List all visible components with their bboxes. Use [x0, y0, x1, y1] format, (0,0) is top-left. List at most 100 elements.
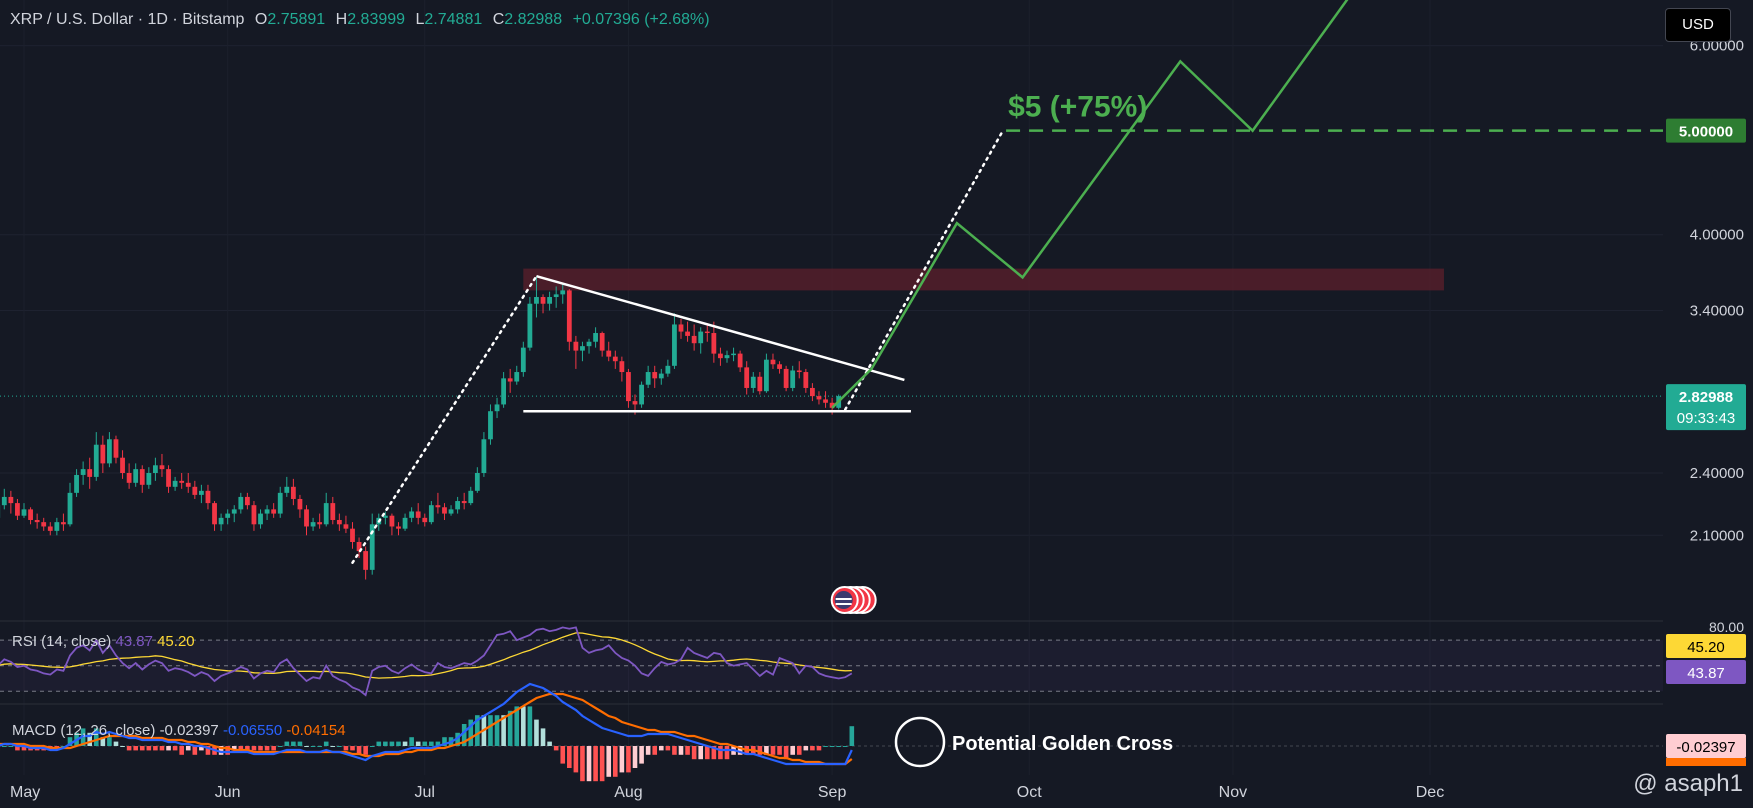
candle	[244, 492, 250, 510]
candles[interactable]	[0, 276, 842, 580]
candle	[218, 513, 224, 531]
candle	[159, 453, 165, 477]
candle-body	[593, 333, 598, 342]
candle	[185, 473, 191, 493]
candle-body	[363, 551, 369, 570]
macd-histogram-bar	[120, 746, 125, 747]
price-axis[interactable]: 2.100002.400003.400004.000006.000007.000…	[1663, 0, 1753, 808]
candle	[179, 473, 185, 489]
macd-histogram-bar	[724, 746, 730, 760]
macd-histogram-bar	[415, 741, 421, 746]
candle-body	[159, 465, 165, 470]
candle-body	[330, 503, 336, 520]
candle	[356, 537, 362, 559]
macd-histogram-bar	[21, 746, 27, 751]
candle	[87, 457, 93, 489]
projection-path	[831, 0, 1349, 409]
candle-body	[218, 517, 224, 525]
macd-histogram-bar	[632, 746, 638, 768]
candle-body	[139, 469, 145, 485]
candle	[488, 404, 493, 445]
candle-body	[238, 496, 244, 510]
countdown-label: 09:33:43	[1677, 410, 1735, 427]
macd-histogram-bar	[402, 741, 408, 746]
currency-button[interactable]: USD	[1665, 8, 1731, 42]
candle	[212, 501, 217, 531]
macd-histogram-bar	[284, 741, 290, 746]
low-key: L	[415, 11, 425, 28]
rsi-line	[0, 626, 853, 697]
macd-histogram-bar	[251, 746, 257, 751]
candle	[264, 505, 270, 520]
macd-legend[interactable]: MACD (12, 26, close) -0.02397 -0.06550 -…	[12, 722, 346, 739]
candle-body	[586, 341, 592, 347]
open-value: 2.75891	[267, 11, 326, 28]
candle	[665, 359, 671, 377]
macd-histogram-bar	[389, 741, 395, 746]
candle	[514, 365, 520, 385]
macd-histogram-bar	[133, 746, 138, 751]
candle-body	[724, 355, 730, 359]
macd-histogram-bar	[757, 746, 763, 755]
macd-histogram-bar	[153, 746, 158, 751]
candle	[389, 513, 395, 536]
macd-histogram-bar	[225, 746, 230, 755]
time-tick-label: Jul	[415, 784, 435, 801]
macd-histogram-bar	[113, 741, 119, 746]
candle	[731, 347, 736, 362]
macd-histogram-bar	[645, 746, 651, 755]
rsi-legend[interactable]: RSI (14, close) 43.87 45.20	[12, 633, 195, 650]
candle-body	[153, 465, 158, 473]
candle-body	[560, 290, 566, 295]
macd-signal-value: -0.04154	[286, 722, 346, 739]
macd-histogram-bar	[613, 746, 618, 777]
candle-body	[632, 401, 638, 405]
symbol-title[interactable]: XRP / U.S. Dollar · 1D · Bitstamp	[10, 11, 245, 28]
resistance-zone	[523, 268, 1444, 291]
candle	[74, 469, 79, 497]
macd-histogram-bar	[435, 741, 441, 746]
candle-body	[770, 359, 776, 365]
candle-body	[54, 522, 60, 531]
macd-histogram-bar	[777, 746, 782, 755]
candle	[612, 350, 618, 369]
candle-body	[455, 501, 461, 510]
macd-histogram-bar	[107, 737, 112, 746]
time-tick-label: Sep	[818, 784, 847, 801]
candle-body	[15, 503, 20, 516]
macd-histogram-bar	[376, 741, 382, 746]
candle-body	[507, 378, 513, 382]
price-tick-label: 2.40000	[1690, 465, 1744, 482]
candle	[534, 276, 539, 318]
macd-histogram-bar	[356, 746, 362, 755]
macd-histogram-bar	[172, 746, 178, 751]
macd-histogram-bar	[783, 746, 789, 760]
candle-body	[271, 509, 277, 514]
macd-histogram-bar	[770, 746, 776, 755]
candle-body	[810, 387, 815, 397]
macd-histogram-bar	[264, 746, 270, 751]
candle	[737, 350, 743, 373]
candle	[21, 503, 27, 518]
candle-body	[764, 359, 769, 392]
macd-histogram-bar	[166, 746, 171, 751]
candle	[343, 515, 349, 534]
candle-body	[612, 356, 618, 362]
macd-histogram-bar	[711, 746, 717, 760]
candle	[586, 338, 592, 354]
change-value: +0.07396 (+2.68%)	[572, 11, 710, 28]
candle	[750, 372, 756, 393]
time-axis[interactable]: May Jun Jul Aug Sep Oct Nov Dec	[10, 784, 1444, 801]
candle	[297, 494, 303, 518]
candle-body	[626, 372, 631, 402]
candle-body	[107, 439, 112, 464]
macd-histogram-bar	[205, 746, 211, 755]
macd-histogram-bar	[790, 746, 795, 755]
macd-histogram-bar	[658, 746, 664, 751]
macd-histogram-bar	[685, 746, 690, 755]
candle-body	[757, 376, 763, 392]
candle	[172, 476, 178, 491]
dotted-projection	[351, 274, 538, 564]
